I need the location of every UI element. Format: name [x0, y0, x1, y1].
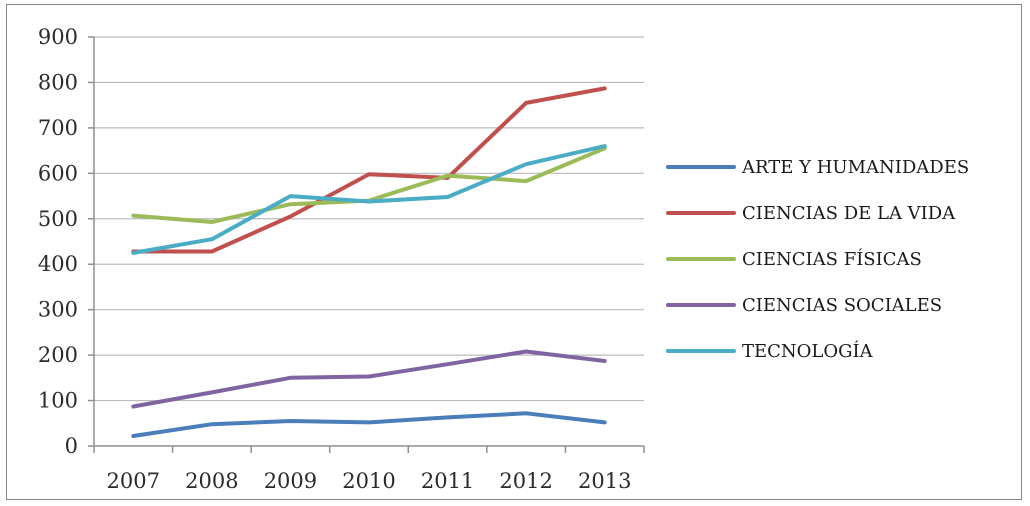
legend-label: CIENCIAS SOCIALES	[742, 295, 942, 316]
y-tick-label: 300	[38, 298, 78, 322]
series-line	[131, 144, 607, 255]
series-lines	[131, 86, 607, 438]
x-tick-label: 2008	[185, 469, 238, 493]
y-tick-label: 200	[38, 343, 78, 367]
x-tick-label: 2007	[107, 469, 160, 493]
legend-entry: TECNOLOGÍA	[666, 339, 874, 362]
x-tick-label: 2010	[342, 469, 395, 493]
series-line	[131, 349, 607, 409]
legend-entry: CIENCIAS FÍSICAS	[666, 247, 922, 270]
y-tick-label: 500	[38, 207, 78, 231]
series-line	[131, 86, 607, 254]
legend-label: CIENCIAS FÍSICAS	[742, 247, 922, 270]
x-axis-tick-labels: 2007 2008 2009 2010 2011 2012 2013	[107, 469, 632, 493]
series-line	[131, 146, 607, 224]
x-tick-label: 2009	[264, 469, 317, 493]
axes	[88, 36, 645, 453]
series-line	[131, 411, 607, 438]
y-tick-label: 700	[38, 116, 78, 140]
y-tick-label: 800	[38, 70, 78, 94]
y-tick-label: 900	[38, 25, 78, 49]
legend-label: ARTE Y HUMANIDADES	[741, 157, 969, 178]
legend-label: TECNOLOGÍA	[742, 339, 874, 362]
legend-entry: CIENCIAS SOCIALES	[666, 295, 942, 316]
y-tick-label: 600	[38, 161, 78, 185]
legend-label: CIENCIAS DE LA VIDA	[742, 203, 956, 224]
x-tick-label: 2011	[421, 469, 474, 493]
legend-entry: CIENCIAS DE LA VIDA	[666, 203, 956, 224]
x-tick-label: 2012	[499, 469, 552, 493]
legend-entry: ARTE Y HUMANIDADES	[666, 157, 969, 178]
legend: ARTE Y HUMANIDADES CIENCIAS DE LA VIDA CIE…	[666, 157, 969, 362]
x-tick-label: 2013	[578, 469, 631, 493]
y-tick-label: 0	[65, 434, 78, 458]
y-tick-label: 400	[38, 252, 78, 276]
y-axis-tick-labels: 0 100 200 300 400 500 600 700 800 900	[38, 25, 78, 458]
y-tick-label: 100	[38, 389, 78, 413]
